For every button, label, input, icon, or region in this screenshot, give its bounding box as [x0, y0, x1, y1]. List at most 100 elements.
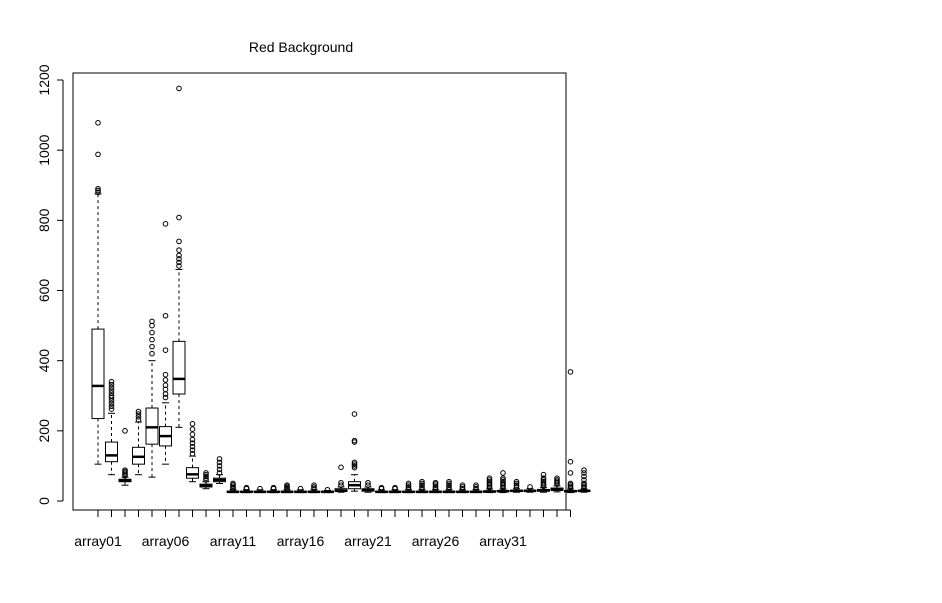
outlier-point — [405, 482, 412, 489]
outlier-point — [189, 421, 196, 427]
outlier-point — [540, 478, 547, 485]
outlier-point — [473, 484, 479, 490]
y-tick-label: 1000 — [36, 134, 52, 165]
outlier-point — [459, 485, 466, 492]
outlier-point — [189, 431, 196, 438]
outlier-point — [176, 214, 182, 221]
box-array06 — [159, 221, 172, 465]
outlier-point — [324, 486, 331, 493]
outlier-point — [122, 428, 128, 434]
box-body — [105, 441, 118, 463]
outlier-point — [486, 478, 493, 485]
outlier-point — [189, 447, 196, 453]
box-array20 — [348, 411, 361, 492]
y-tick-label: 400 — [36, 349, 52, 373]
outlier-point — [108, 390, 115, 396]
outlier-point — [581, 477, 587, 483]
box-array14 — [267, 484, 280, 494]
y-tick-label: 200 — [36, 419, 52, 443]
outlier-point — [351, 437, 358, 444]
outlier-point — [473, 485, 479, 492]
outlier-point — [351, 464, 358, 471]
outlier-point — [203, 470, 209, 476]
box-series — [91, 85, 591, 494]
outlier-point — [567, 480, 574, 487]
box-array10 — [213, 456, 226, 484]
outlier-point — [351, 459, 358, 466]
outlier-point — [432, 479, 439, 486]
outlier-point — [216, 470, 223, 476]
outlier-point — [95, 185, 101, 192]
outlier-point — [162, 312, 169, 319]
box-array11 — [226, 480, 240, 494]
outlier-point — [135, 416, 142, 423]
outlier-point — [338, 464, 344, 471]
outlier-point — [500, 480, 506, 487]
box-array33 — [523, 484, 537, 493]
outlier-point — [446, 485, 452, 492]
outlier-point — [486, 477, 493, 483]
outlier-point — [203, 471, 209, 478]
outlier-point — [189, 450, 196, 457]
outlier-point — [176, 247, 182, 253]
outlier-point — [311, 482, 317, 489]
box-array16 — [294, 485, 307, 494]
outlier-point — [176, 238, 182, 245]
x-tick-label: array01 — [74, 533, 122, 549]
outlier-point — [527, 484, 533, 490]
outlier-point — [567, 458, 574, 465]
box-array32 — [510, 478, 523, 493]
outlier-point — [108, 406, 115, 412]
outlier-point — [95, 187, 101, 194]
outlier-point — [446, 482, 452, 489]
outlier-point — [459, 482, 466, 489]
box-array23 — [388, 484, 402, 494]
outlier-point — [108, 378, 115, 385]
y-tick-label: 0 — [36, 497, 52, 505]
outlier-point — [513, 484, 520, 490]
outlier-point — [392, 484, 398, 491]
outlier-point — [500, 477, 506, 483]
outlier-point — [554, 475, 560, 481]
outlier-point — [176, 259, 182, 266]
box-array34 — [537, 471, 550, 493]
outlier-point — [230, 480, 236, 487]
outlier-point — [365, 479, 371, 486]
y-tick-label: 1200 — [36, 64, 52, 95]
outlier-point — [540, 477, 547, 483]
outlier-point — [135, 411, 142, 417]
outlier-point — [162, 221, 169, 227]
box-array01 — [91, 120, 105, 465]
outlier-point — [284, 482, 290, 489]
outlier-point — [446, 480, 452, 487]
outlier-point — [108, 400, 115, 407]
box-body — [91, 328, 105, 420]
box-array31 — [496, 470, 510, 494]
outlier-point — [351, 411, 358, 417]
outlier-point — [216, 466, 223, 473]
outlier-point — [108, 392, 115, 399]
outlier-point — [419, 482, 425, 489]
x-tick-label: array11 — [210, 533, 257, 549]
outlier-point — [405, 484, 412, 490]
outlier-point — [540, 475, 547, 481]
outlier-point — [513, 482, 520, 489]
outlier-point — [311, 484, 317, 490]
box-array27 — [442, 478, 456, 494]
outlier-point — [365, 482, 371, 489]
x-axis: array01 array06 array11 array16 array21 array… — [74, 509, 571, 549]
outlier-point — [149, 329, 155, 336]
box-undefined — [577, 467, 591, 493]
y-axis: 0 200 400 600 800 1000 1200 — [36, 64, 64, 505]
outlier-point — [581, 473, 587, 480]
outlier-point — [567, 470, 574, 476]
outlier-point — [162, 371, 169, 378]
outlier-point — [581, 480, 587, 487]
outlier-point — [513, 480, 520, 487]
outlier-point — [95, 189, 101, 196]
outlier-point — [135, 408, 142, 415]
box-array35 — [550, 475, 564, 493]
outlier-point — [149, 343, 155, 350]
x-tick-label: array06 — [142, 533, 190, 549]
